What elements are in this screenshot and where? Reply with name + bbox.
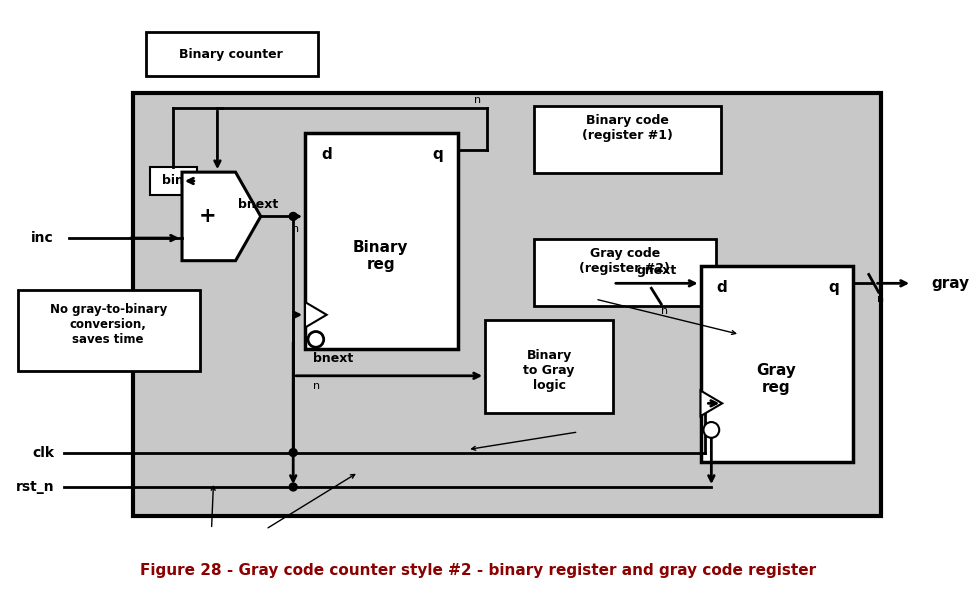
Text: bnext: bnext: [238, 198, 278, 211]
Polygon shape: [701, 391, 722, 416]
Text: bnext: bnext: [313, 352, 353, 365]
Text: Figure 28 - Gray code counter style #2 - binary register and gray code register: Figure 28 - Gray code counter style #2 -…: [140, 563, 816, 578]
Text: inc: inc: [31, 231, 54, 245]
Bar: [534, 106, 721, 173]
Bar: [534, 239, 716, 306]
Text: Binary counter: Binary counter: [179, 48, 283, 61]
Text: n: n: [292, 224, 299, 234]
Circle shape: [289, 483, 297, 491]
Text: q: q: [828, 280, 839, 295]
Polygon shape: [182, 172, 261, 261]
Text: Binary code
(register #1): Binary code (register #1): [582, 114, 673, 142]
Text: d: d: [717, 280, 728, 295]
Polygon shape: [305, 302, 327, 327]
Text: rst_n: rst_n: [16, 480, 54, 494]
Bar: [18, 290, 199, 371]
Text: Gray code
(register #2): Gray code (register #2): [579, 247, 670, 275]
Text: clk: clk: [32, 445, 54, 460]
Text: Binary
to Gray
logic: Binary to Gray logic: [523, 349, 575, 393]
Text: Binary
reg: Binary reg: [353, 240, 409, 272]
Bar: [133, 93, 881, 517]
Text: n: n: [877, 294, 883, 304]
Text: gray: gray: [932, 276, 970, 291]
Circle shape: [289, 212, 297, 220]
Bar: [701, 266, 853, 462]
Text: n: n: [313, 381, 320, 391]
Bar: [146, 33, 318, 76]
Text: bin: bin: [162, 174, 184, 188]
Circle shape: [289, 449, 297, 457]
Text: +: +: [198, 206, 216, 226]
Text: No gray-to-binary
conversion,
saves time: No gray-to-binary conversion, saves time: [50, 303, 166, 346]
Bar: [150, 167, 197, 195]
Text: Gray
reg: Gray reg: [756, 362, 796, 395]
Text: gnext: gnext: [636, 264, 676, 277]
Text: q: q: [432, 147, 444, 162]
Text: n: n: [662, 306, 668, 316]
Circle shape: [703, 422, 719, 438]
Text: n: n: [474, 96, 481, 105]
Bar: [305, 132, 457, 349]
Circle shape: [308, 332, 324, 347]
Text: d: d: [321, 147, 332, 162]
Bar: [486, 319, 613, 413]
